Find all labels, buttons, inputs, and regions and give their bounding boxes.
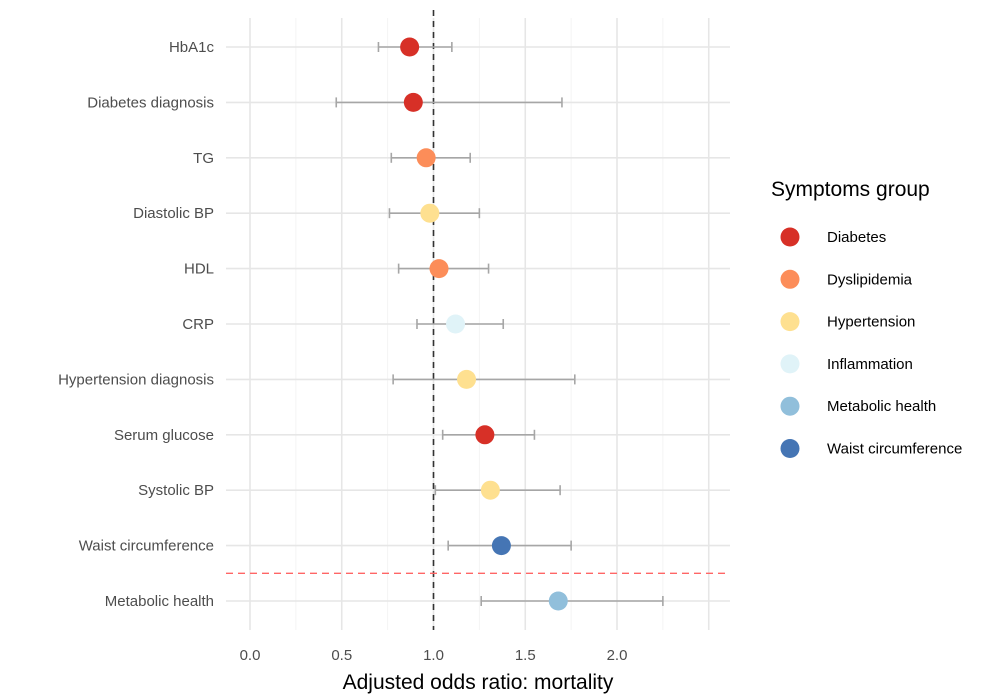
forest-row: [392, 369, 576, 389]
forest-row: [390, 148, 472, 168]
y-axis-labels: HbA1c Diabetes diagnosis TG Diastolic BP HDL…: [58, 39, 214, 610]
estimate-point: [446, 314, 466, 334]
estimate-point: [491, 536, 511, 556]
legend-entry: Inflammation: [780, 354, 913, 374]
estimate-point: [420, 203, 440, 223]
legend-entry: Hypertension: [780, 312, 915, 332]
legend-swatch: [780, 354, 800, 374]
forest-row: [335, 92, 563, 112]
forest-row: [480, 591, 664, 611]
legend-swatch: [780, 227, 800, 247]
x-tick-label: 0.5: [331, 647, 352, 664]
legend-entry: Metabolic health: [780, 396, 936, 416]
x-tick-label: 0.0: [240, 647, 261, 664]
estimate-point: [400, 37, 420, 57]
legend-label: Dyslipidemia: [827, 271, 913, 288]
legend-entry: Dyslipidemia: [780, 269, 913, 289]
y-axis-label: Metabolic health: [105, 593, 214, 610]
y-axis-label: Waist circumference: [79, 538, 214, 555]
y-axis-label: HDL: [184, 261, 214, 278]
estimate-point: [548, 591, 568, 611]
estimate-point: [480, 480, 500, 500]
estimate-point: [475, 425, 495, 445]
reference-lines: [226, 10, 730, 630]
forest-row: [397, 259, 490, 279]
legend-swatch: [780, 396, 800, 416]
x-tick-label: 1.0: [423, 647, 444, 664]
legend-entry: Waist circumference: [780, 439, 962, 458]
estimate-point: [403, 92, 423, 112]
legend-label: Metabolic health: [827, 398, 936, 415]
legend-swatch: [780, 269, 800, 289]
legend: Symptoms group Diabetes Dyslipidemia Hyper…: [771, 178, 962, 458]
y-axis-label: Serum glucose: [114, 427, 214, 444]
estimate-point: [457, 369, 477, 389]
legend-label: Waist circumference: [827, 441, 962, 458]
legend-label: Inflammation: [827, 356, 913, 373]
forest-row: [447, 536, 572, 556]
forest-row: [434, 480, 561, 500]
y-axis-label: Diabetes diagnosis: [87, 94, 214, 111]
legend-entry: Diabetes: [780, 227, 886, 247]
x-axis-title: Adjusted odds ratio: mortality: [343, 671, 614, 694]
legend-label: Diabetes: [827, 229, 886, 246]
y-axis-label: Diastolic BP: [133, 205, 214, 222]
forest-row: [416, 314, 505, 334]
y-axis-label: TG: [193, 150, 214, 167]
data-rows: [335, 37, 664, 611]
forest-row: [441, 425, 536, 445]
x-tick-label: 2.0: [607, 647, 628, 664]
forest-row: [388, 203, 481, 223]
y-axis-label: Hypertension diagnosis: [58, 371, 214, 388]
estimate-point: [429, 259, 449, 279]
estimate-point: [416, 148, 436, 168]
x-axis-ticks: 0.0 0.5 1.0 1.5 2.0: [240, 647, 628, 664]
legend-title: Symptoms group: [771, 178, 930, 201]
x-tick-label: 1.5: [515, 647, 536, 664]
forest-row: [377, 37, 453, 57]
y-axis-label: Systolic BP: [138, 482, 214, 499]
y-axis-label: HbA1c: [169, 39, 215, 56]
legend-swatch: [780, 439, 800, 458]
legend-label: Hypertension: [827, 314, 915, 331]
legend-swatch: [780, 312, 800, 332]
y-axis-label: CRP: [182, 316, 214, 333]
